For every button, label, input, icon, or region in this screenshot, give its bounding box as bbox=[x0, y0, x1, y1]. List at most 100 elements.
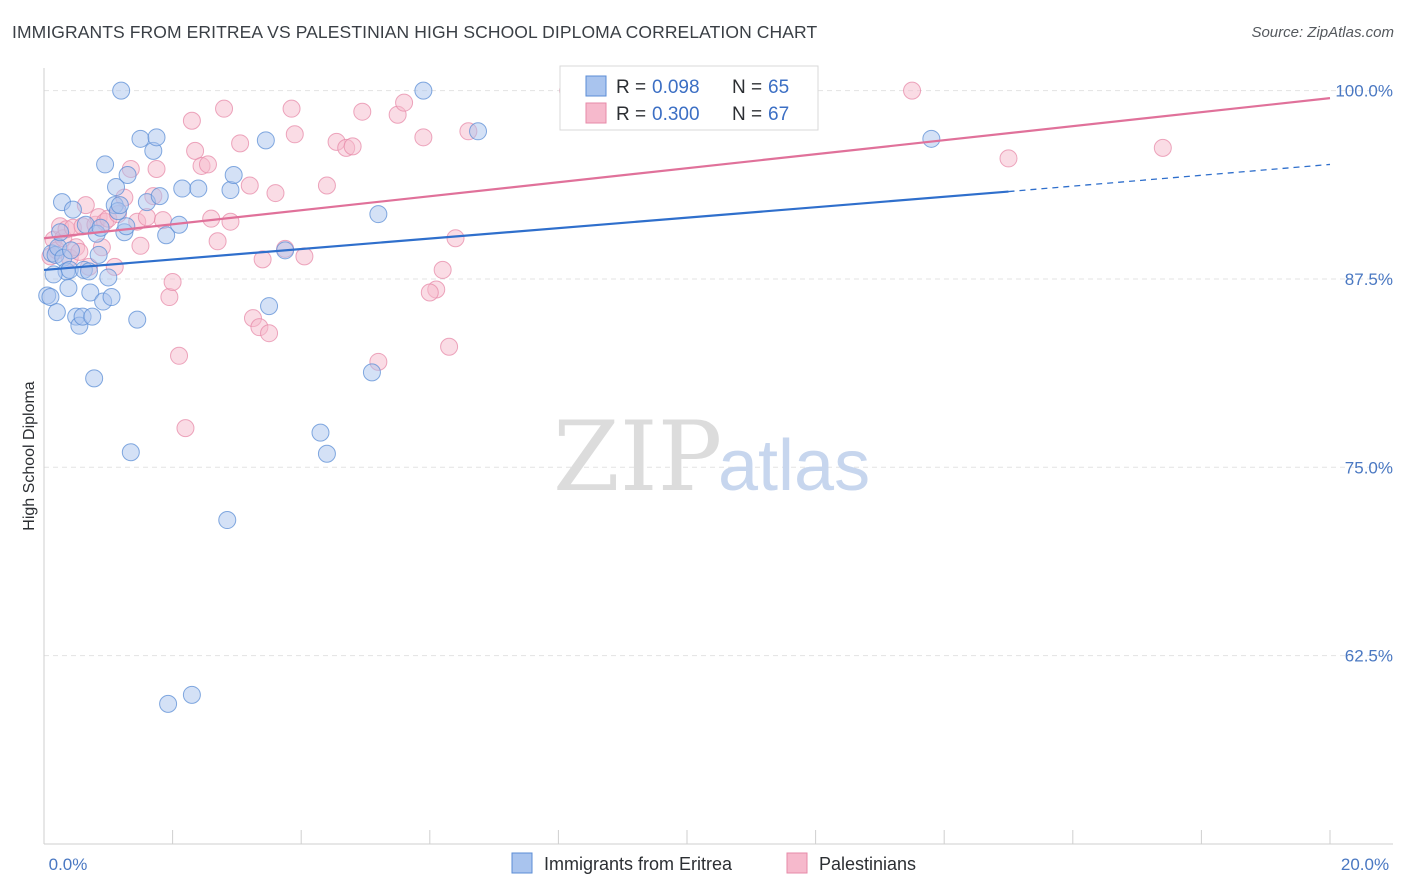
point-palestinians bbox=[260, 324, 279, 343]
point-eritrea bbox=[59, 278, 78, 297]
point-eritrea bbox=[83, 307, 102, 326]
y-tick-label: 62.5% bbox=[1345, 647, 1393, 666]
legend-swatch-palestinians bbox=[786, 852, 808, 874]
y-tick-label: 87.5% bbox=[1345, 270, 1393, 289]
point-palestinians bbox=[999, 149, 1018, 168]
point-eritrea bbox=[102, 288, 121, 307]
point-palestinians bbox=[433, 260, 452, 279]
x-tick-label-min: 0.0% bbox=[49, 855, 88, 874]
point-palestinians bbox=[414, 128, 433, 147]
point-eritrea bbox=[147, 128, 166, 147]
point-palestinians bbox=[282, 99, 301, 118]
point-palestinians bbox=[182, 111, 201, 130]
point-palestinians bbox=[208, 232, 227, 251]
legend-swatch-eritrea bbox=[511, 852, 533, 874]
point-eritrea bbox=[62, 241, 81, 260]
point-eritrea bbox=[117, 217, 136, 236]
stats-legend-n-label-blue: N = bbox=[732, 77, 762, 98]
trend-line-palestinians bbox=[43, 97, 1331, 240]
point-eritrea bbox=[150, 187, 169, 206]
stats-legend-r-label-blue: R = bbox=[616, 77, 646, 98]
watermark-zip: ZIP bbox=[553, 401, 722, 513]
point-palestinians bbox=[163, 272, 182, 291]
point-palestinians bbox=[231, 134, 250, 153]
point-eritrea bbox=[99, 268, 118, 287]
point-palestinians bbox=[131, 236, 150, 255]
stats-legend-r-value-pink: 0.300 bbox=[652, 104, 700, 125]
point-eritrea bbox=[81, 283, 100, 302]
point-eritrea bbox=[131, 129, 150, 148]
point-palestinians bbox=[215, 99, 234, 118]
trend-line-eritrea bbox=[43, 190, 1009, 272]
point-eritrea bbox=[41, 288, 60, 307]
y-axis-tick-labels: 62.5% 75.0% 87.5% 100.0% bbox=[1335, 82, 1393, 666]
point-palestinians bbox=[317, 176, 336, 195]
point-eritrea bbox=[47, 303, 66, 322]
point-palestinians bbox=[253, 250, 272, 269]
point-eritrea bbox=[182, 685, 201, 704]
watermark-atlas: atlas bbox=[718, 426, 870, 506]
point-palestinians bbox=[240, 176, 259, 195]
point-palestinians bbox=[395, 93, 414, 112]
y-tick-label: 75.0% bbox=[1345, 458, 1393, 477]
point-palestinians bbox=[160, 288, 179, 307]
point-eritrea bbox=[63, 200, 82, 219]
chart-title: IMMIGRANTS FROM ERITREA VS PALESTINIAN H… bbox=[12, 22, 818, 42]
stats-legend-n-label-pink: N = bbox=[732, 104, 762, 125]
point-eritrea bbox=[414, 81, 433, 100]
point-eritrea bbox=[157, 226, 176, 245]
x-axis-ticks bbox=[43, 830, 1331, 844]
stats-legend-swatch-pink bbox=[585, 102, 607, 124]
point-palestinians bbox=[137, 208, 156, 227]
point-eritrea bbox=[112, 81, 131, 100]
point-palestinians bbox=[295, 247, 314, 266]
point-palestinians bbox=[285, 125, 304, 144]
point-palestinians bbox=[446, 229, 465, 248]
stats-legend-n-value-pink: 67 bbox=[768, 104, 789, 125]
point-eritrea bbox=[317, 444, 336, 463]
point-palestinians bbox=[1153, 138, 1172, 157]
point-eritrea bbox=[311, 423, 330, 442]
point-eritrea bbox=[256, 131, 275, 150]
point-eritrea bbox=[107, 178, 126, 197]
point-palestinians bbox=[353, 102, 372, 121]
scatter-points bbox=[38, 81, 1172, 713]
y-tick-label: 100.0% bbox=[1335, 82, 1393, 101]
point-eritrea bbox=[159, 694, 178, 713]
legend-label-palestinians: Palestinians bbox=[819, 854, 916, 874]
series-legend: Immigrants from Eritrea Palestinians bbox=[511, 852, 916, 874]
point-palestinians bbox=[903, 81, 922, 100]
point-eritrea bbox=[922, 129, 941, 148]
stats-legend-swatch-blue bbox=[585, 75, 607, 97]
point-palestinians bbox=[343, 137, 362, 156]
stats-legend-r-label-pink: R = bbox=[616, 104, 646, 125]
point-eritrea bbox=[85, 369, 104, 388]
point-eritrea bbox=[128, 310, 147, 329]
point-eritrea bbox=[173, 179, 192, 198]
grid-lines bbox=[44, 90, 1393, 657]
point-eritrea bbox=[118, 165, 137, 184]
point-eritrea bbox=[369, 205, 388, 224]
point-eritrea bbox=[96, 155, 115, 174]
point-palestinians bbox=[266, 184, 285, 203]
point-palestinians bbox=[440, 337, 459, 356]
source-label: Source: ZipAtlas.com bbox=[1251, 24, 1394, 41]
point-eritrea bbox=[110, 196, 129, 215]
trend-lines bbox=[43, 97, 1331, 272]
point-eritrea bbox=[189, 179, 208, 198]
point-eritrea bbox=[89, 245, 108, 264]
point-eritrea bbox=[121, 443, 140, 462]
stats-legend-n-value-blue: 65 bbox=[768, 77, 789, 98]
point-palestinians bbox=[186, 141, 205, 160]
stats-legend: R = 0.098 N = 65 R = 0.300 N = 67 bbox=[559, 65, 819, 131]
point-eritrea bbox=[260, 297, 279, 316]
point-palestinians bbox=[170, 346, 189, 365]
point-eritrea bbox=[224, 165, 243, 184]
point-palestinians bbox=[420, 283, 439, 302]
trend-line-eritrea-extension bbox=[1008, 163, 1331, 193]
point-palestinians bbox=[176, 419, 195, 438]
point-eritrea bbox=[221, 181, 240, 200]
point-palestinians bbox=[221, 212, 240, 231]
point-eritrea bbox=[218, 511, 237, 530]
